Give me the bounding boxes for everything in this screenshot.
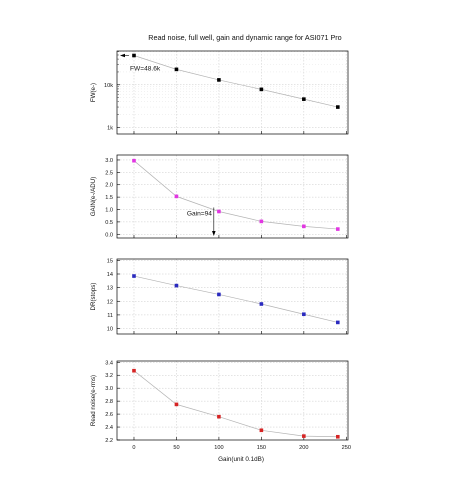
panel-4: 2.2 2.4 2.6 2.8 3.0 3.2 3.4 Read noise(e-rms) 0 5… bbox=[90, 360, 351, 451]
y-tick-label: 2.6 bbox=[105, 412, 113, 418]
x-axis-label: Gain(unit 0.1dB) bbox=[218, 456, 264, 463]
data-point bbox=[259, 87, 264, 92]
panel-frame bbox=[116, 154, 349, 239]
chart-title: Read noise, full well, gain and dynamic … bbox=[148, 33, 341, 42]
panel-2: 0.0 0.5 1.0 1.5 2.0 2.5 3.0 GAIN(e-/ADU) Gain=94 bbox=[90, 154, 349, 239]
y-tick-label: 13 bbox=[107, 286, 113, 292]
data-point bbox=[336, 320, 340, 325]
data-point bbox=[302, 224, 306, 229]
data-point bbox=[217, 414, 221, 419]
data-point bbox=[336, 227, 340, 231]
y-tick-label: 0.5 bbox=[105, 220, 113, 226]
y-tick-label: 1.0 bbox=[105, 208, 113, 214]
y-tick-label: 12 bbox=[107, 299, 113, 305]
chart-panels: 1k 10k FW(e-) FW=48.6k 0.0 0.5 1.0 1.5 2.0 2.5 3.0… bbox=[90, 50, 351, 451]
x-tick-label: 0 bbox=[132, 445, 135, 451]
y-tick-label: 2.0 bbox=[105, 183, 113, 189]
y-tick-label: 3.0 bbox=[105, 386, 113, 392]
data-point bbox=[217, 78, 221, 82]
data-point bbox=[174, 194, 179, 199]
data-point bbox=[302, 312, 306, 317]
y-tick-label: 0.0 bbox=[105, 232, 113, 238]
x-tick-label: 200 bbox=[299, 445, 308, 451]
annotation-label: FW=48.6k bbox=[130, 66, 161, 73]
data-point bbox=[174, 283, 179, 288]
y-tick-label: 11 bbox=[107, 313, 113, 319]
data-point bbox=[217, 209, 221, 214]
panel-1: 1k 10k FW(e-) FW=48.6k bbox=[90, 50, 349, 135]
panel-frame bbox=[116, 50, 349, 135]
y-tick-label: 10k bbox=[104, 83, 113, 89]
data-point bbox=[132, 158, 136, 163]
y-tick-label: 3.4 bbox=[105, 360, 113, 366]
series-line bbox=[133, 55, 338, 108]
data-point bbox=[174, 402, 179, 407]
panel-frame bbox=[116, 258, 349, 335]
data-point bbox=[174, 67, 179, 72]
data-point bbox=[336, 105, 340, 109]
data-point bbox=[302, 434, 306, 438]
data-point bbox=[217, 292, 221, 297]
series-line bbox=[133, 160, 338, 230]
data-point bbox=[132, 274, 136, 278]
y-axis-label: DR(stops) bbox=[90, 283, 97, 311]
series-line bbox=[133, 370, 338, 438]
data-point bbox=[259, 428, 264, 433]
x-tick-label: 150 bbox=[257, 445, 266, 451]
annotation-label: Gain=94 bbox=[187, 211, 212, 218]
data-point bbox=[259, 302, 264, 306]
data-point bbox=[132, 53, 136, 58]
data-point bbox=[336, 434, 340, 439]
panel-frame bbox=[116, 360, 349, 441]
y-tick-label: 15 bbox=[107, 258, 113, 264]
annotation-arrowhead bbox=[212, 231, 216, 236]
y-tick-label: 2.2 bbox=[105, 438, 113, 444]
y-tick-label: 1.5 bbox=[105, 195, 113, 201]
y-tick-label: 3.0 bbox=[105, 158, 113, 164]
y-tick-label: 2.5 bbox=[105, 170, 113, 176]
y-axis-label: FW(e-) bbox=[90, 83, 97, 102]
x-tick-label: 250 bbox=[342, 445, 351, 451]
x-tick-label: 50 bbox=[173, 445, 179, 451]
y-tick-label: 2.8 bbox=[105, 399, 113, 405]
y-tick-label: 2.4 bbox=[105, 425, 113, 431]
data-point bbox=[259, 219, 264, 224]
y-tick-label: 1k bbox=[107, 125, 113, 131]
y-axis-label: Read noise(e-rms) bbox=[90, 375, 97, 426]
panel-3: 10 11 12 13 14 15 DR(stops) bbox=[90, 258, 349, 335]
annotation-arrowhead bbox=[120, 53, 125, 58]
x-tick-label: 100 bbox=[214, 445, 223, 451]
y-tick-label: 3.2 bbox=[105, 373, 113, 379]
y-tick-label: 14 bbox=[107, 272, 113, 278]
y-tick-label: 10 bbox=[107, 327, 113, 333]
series-line bbox=[133, 275, 338, 323]
data-point bbox=[302, 97, 306, 101]
y-axis-label: GAIN(e-/ADU) bbox=[90, 177, 97, 217]
data-point bbox=[132, 368, 136, 373]
